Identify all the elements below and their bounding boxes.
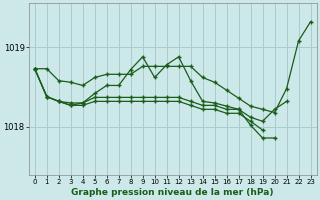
X-axis label: Graphe pression niveau de la mer (hPa): Graphe pression niveau de la mer (hPa) (71, 188, 274, 197)
